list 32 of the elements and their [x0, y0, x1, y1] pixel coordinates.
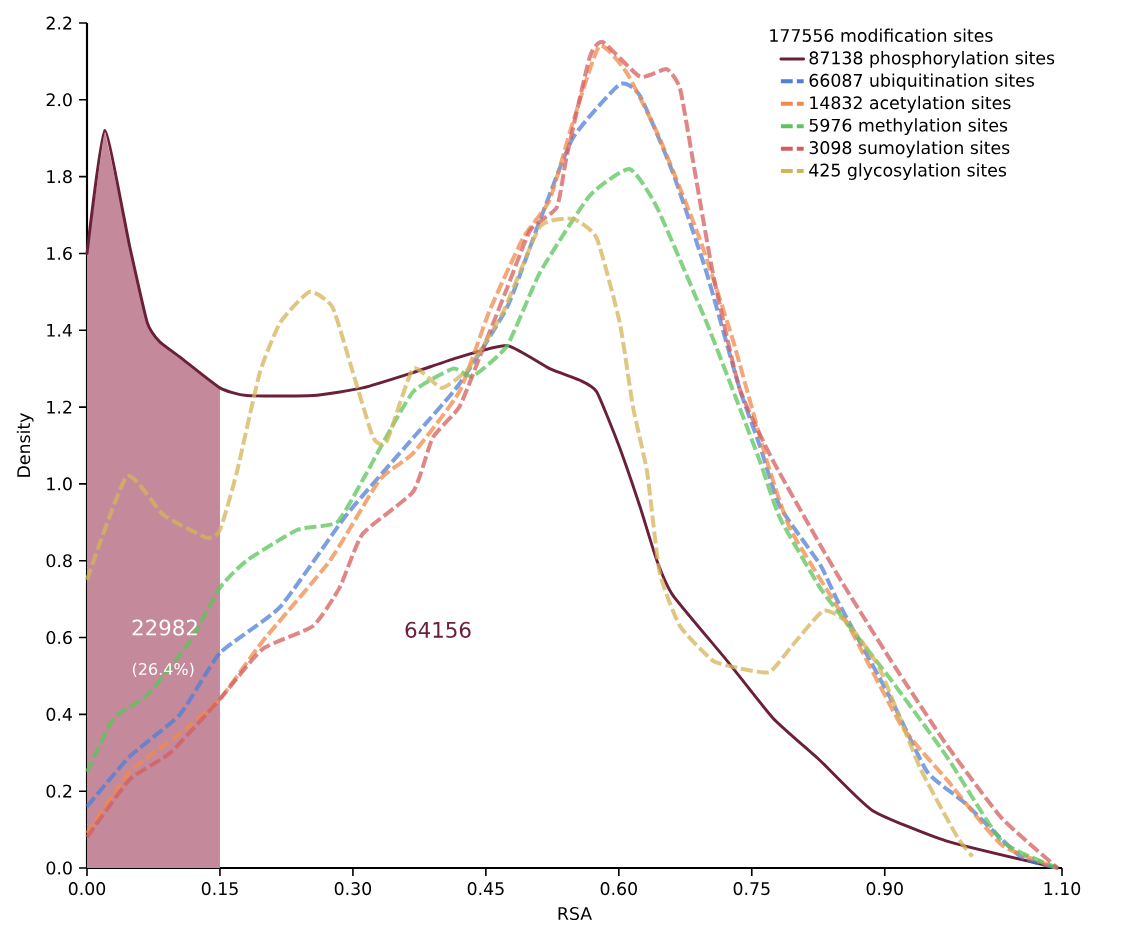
x-axis-title: RSA	[558, 906, 592, 921]
y-tick-label: 0.6	[46, 630, 72, 645]
y-tick-label: 0.4	[46, 707, 72, 721]
x-tick-label: 0.00	[68, 882, 106, 896]
annotation: 64156	[405, 621, 471, 638]
y-tick-label: 2.2	[46, 16, 72, 30]
annotation: 22982	[132, 619, 197, 636]
legend-label: 3098 sumoylation sites	[809, 140, 1010, 158]
x-tick-label: 0.30	[334, 882, 372, 896]
x-tick-label: 0.60	[600, 882, 637, 896]
x-tick-label: 1.10	[1044, 882, 1081, 896]
y-tick-label: 2.0	[46, 93, 72, 107]
legend-title: 177556 modification sites	[770, 28, 993, 43]
x-tick-label: 0.45	[467, 882, 504, 896]
y-tick-label: 1.6	[47, 246, 72, 261]
line-series	[85, 216, 975, 859]
y-tick-label: 0.2	[46, 784, 72, 798]
y-tick-label: 1.4	[47, 323, 72, 337]
y-tick-label: 1.2	[47, 400, 72, 414]
legend-label: 66087 ubiquitination sites	[809, 73, 1035, 91]
x-tick-label: 0.15	[201, 882, 238, 896]
x-tick-label: 0.75	[733, 882, 770, 896]
legend-label: 425 glycosylation sites	[809, 163, 1007, 180]
legend-label: 14832 acetylation sites	[810, 95, 1011, 113]
legend-label: 87138 phosphorylation sites	[809, 51, 1055, 68]
y-tick-label: 0.8	[46, 554, 72, 568]
legend-label: 5976 methylation sites	[809, 118, 1008, 136]
y-tick-label: 1.8	[47, 170, 72, 184]
y-axis-title: Density	[16, 413, 34, 477]
y-tick-label: 1.0	[47, 477, 72, 491]
x-tick-label: 0.90	[866, 882, 903, 896]
y-tick-label: 0.0	[46, 861, 72, 875]
